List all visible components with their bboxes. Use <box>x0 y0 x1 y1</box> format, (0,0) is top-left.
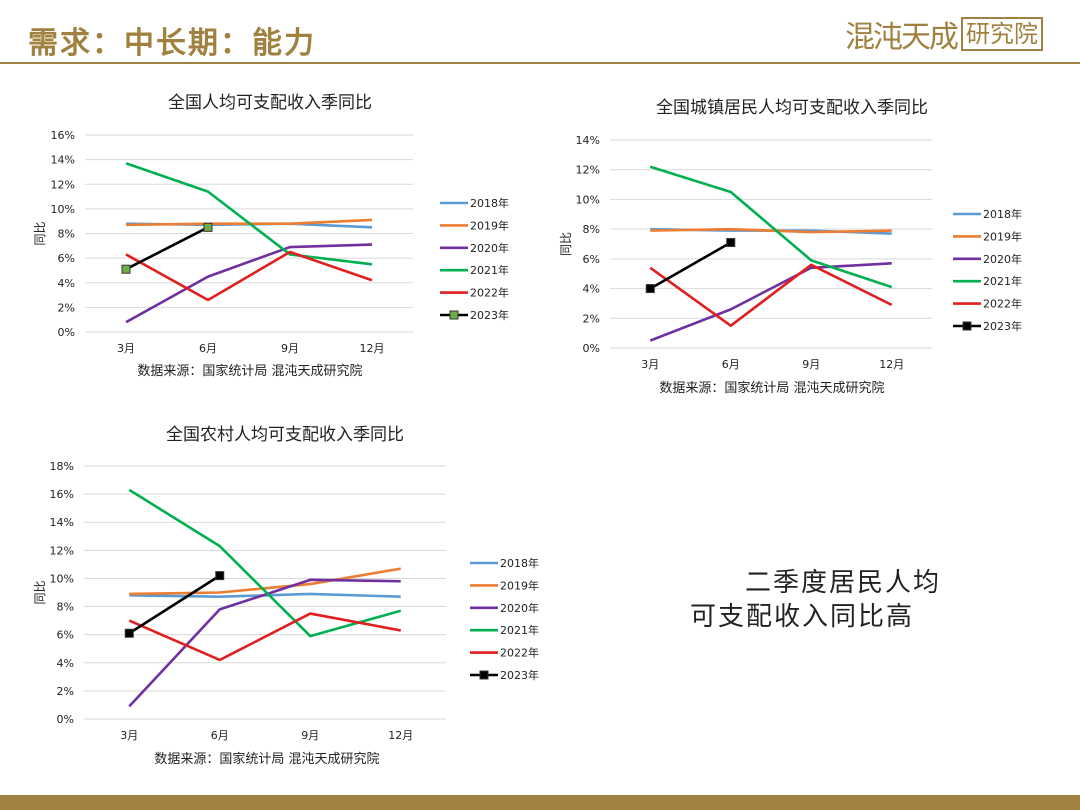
y-tick-label: 8% <box>583 223 600 236</box>
y-axis-label: 同比 <box>559 232 573 256</box>
series-line-2019年 <box>650 227 892 234</box>
y-tick-label: 10% <box>50 572 74 585</box>
y-tick-label: 14% <box>51 154 75 167</box>
legend-label: 2022年 <box>983 297 1022 311</box>
y-tick-label: 10% <box>51 203 75 216</box>
x-tick-label: 12月 <box>360 342 385 355</box>
y-tick-label: 0% <box>58 326 75 339</box>
series-line-2020年 <box>649 262 892 342</box>
legend-label: 2023年 <box>500 668 539 682</box>
y-tick-label: 16% <box>51 129 75 142</box>
y-tick-label: 6% <box>58 252 75 265</box>
series-line-2021年 <box>649 165 893 289</box>
series-point-2023年 <box>726 238 736 248</box>
y-tick-label: 2% <box>57 685 74 698</box>
series-line-2021年 <box>128 488 402 638</box>
legend-label: 2022年 <box>470 286 509 300</box>
y-axis-label: 同比 <box>33 221 47 245</box>
y-tick-label: 12% <box>576 164 600 177</box>
series-point-2023年 <box>124 628 134 638</box>
series-point-2023年 <box>203 222 213 232</box>
chart-title: 全国农村人均可支配收入季同比 <box>166 425 404 445</box>
chart-source: 数据来源：国家统计局 混沌天成研究院 <box>659 380 884 396</box>
legend-marker <box>479 670 489 680</box>
x-tick-label: 9月 <box>281 342 299 355</box>
footer-bar <box>0 795 1080 810</box>
brand-logo: 混沌天成 研究院 <box>845 14 1043 55</box>
legend-label: 2019年 <box>500 578 539 592</box>
series-point-2023年 <box>121 264 131 274</box>
chart-source: 数据来源：国家统计局 混沌天成研究院 <box>154 751 379 767</box>
x-tick-label: 3月 <box>117 342 135 355</box>
y-tick-label: 4% <box>58 277 75 290</box>
x-tick-label: 9月 <box>802 358 820 371</box>
legend-marker <box>449 310 459 320</box>
y-tick-label: 6% <box>583 253 600 266</box>
x-tick-label: 3月 <box>641 358 659 371</box>
legend-label: 2018年 <box>983 207 1022 221</box>
legend-label: 2021年 <box>983 274 1022 288</box>
x-tick-label: 6月 <box>211 729 229 742</box>
y-tick-label: 8% <box>57 601 74 614</box>
legend-label: 2019年 <box>983 229 1022 243</box>
series-line-2023年 <box>125 226 209 271</box>
series-point-2023年 <box>215 571 225 581</box>
summary-line-1: 二季度居民人均 <box>745 568 942 598</box>
x-tick-label: 6月 <box>722 358 740 371</box>
series-line-2022年 <box>649 263 893 328</box>
legend-label: 2020年 <box>500 601 539 615</box>
summary-line-2: 可支配收入同比高 <box>690 602 915 632</box>
y-tick-label: 10% <box>576 193 600 206</box>
y-tick-label: 4% <box>57 657 74 670</box>
legend-label: 2020年 <box>470 241 509 255</box>
x-tick-label: 12月 <box>879 358 904 371</box>
x-tick-label: 12月 <box>388 729 413 742</box>
legend-label: 2021年 <box>500 623 539 637</box>
x-tick-label: 9月 <box>301 729 319 742</box>
y-tick-label: 2% <box>583 312 600 325</box>
y-tick-label: 0% <box>583 342 600 355</box>
series-line-2022年 <box>125 250 373 302</box>
y-tick-label: 6% <box>57 629 74 642</box>
logo-text: 混沌天成 <box>845 20 959 55</box>
y-tick-label: 12% <box>51 178 75 191</box>
legend-label: 2019年 <box>470 218 509 232</box>
legend-marker <box>962 321 972 331</box>
y-tick-label: 0% <box>57 713 74 726</box>
page-title: 需求：中长期：能力 <box>28 26 316 61</box>
legend-label: 2022年 <box>500 646 539 660</box>
y-axis-label: 同比 <box>33 580 47 604</box>
chart-title: 全国人均可支配收入季同比 <box>168 93 372 113</box>
x-tick-label: 3月 <box>120 729 138 742</box>
legend-label: 2018年 <box>470 196 509 210</box>
series-line-2021年 <box>125 162 373 266</box>
y-tick-label: 14% <box>576 134 600 147</box>
chart-title: 全国城镇居民人均可支配收入季同比 <box>656 98 928 118</box>
title-divider <box>0 62 1080 64</box>
y-tick-label: 14% <box>50 516 74 529</box>
chart-source: 数据来源：国家统计局 混沌天成研究院 <box>137 363 362 379</box>
series-point-2023年 <box>645 284 655 294</box>
series-line-2019年 <box>129 567 401 596</box>
y-tick-label: 16% <box>50 488 74 501</box>
y-tick-label: 8% <box>58 228 75 241</box>
series-line-2023年 <box>649 241 732 290</box>
series-line-2020年 <box>125 243 373 324</box>
series-line-2020年 <box>128 578 401 708</box>
legend-label: 2023年 <box>983 319 1022 333</box>
series-line-2022年 <box>128 612 401 662</box>
y-tick-label: 2% <box>58 301 75 314</box>
logo-box-text: 研究院 <box>961 17 1043 51</box>
y-tick-label: 4% <box>583 283 600 296</box>
legend-label: 2018年 <box>500 556 539 570</box>
y-tick-label: 12% <box>50 544 74 557</box>
legend-label: 2021年 <box>470 263 509 277</box>
x-tick-label: 6月 <box>199 342 217 355</box>
y-tick-label: 18% <box>50 460 74 473</box>
legend-label: 2023年 <box>470 308 509 322</box>
series-line-2023年 <box>128 574 221 635</box>
legend-label: 2020年 <box>983 252 1022 266</box>
